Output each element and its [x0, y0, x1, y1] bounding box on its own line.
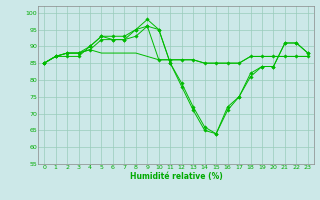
X-axis label: Humidité relative (%): Humidité relative (%) [130, 172, 222, 181]
